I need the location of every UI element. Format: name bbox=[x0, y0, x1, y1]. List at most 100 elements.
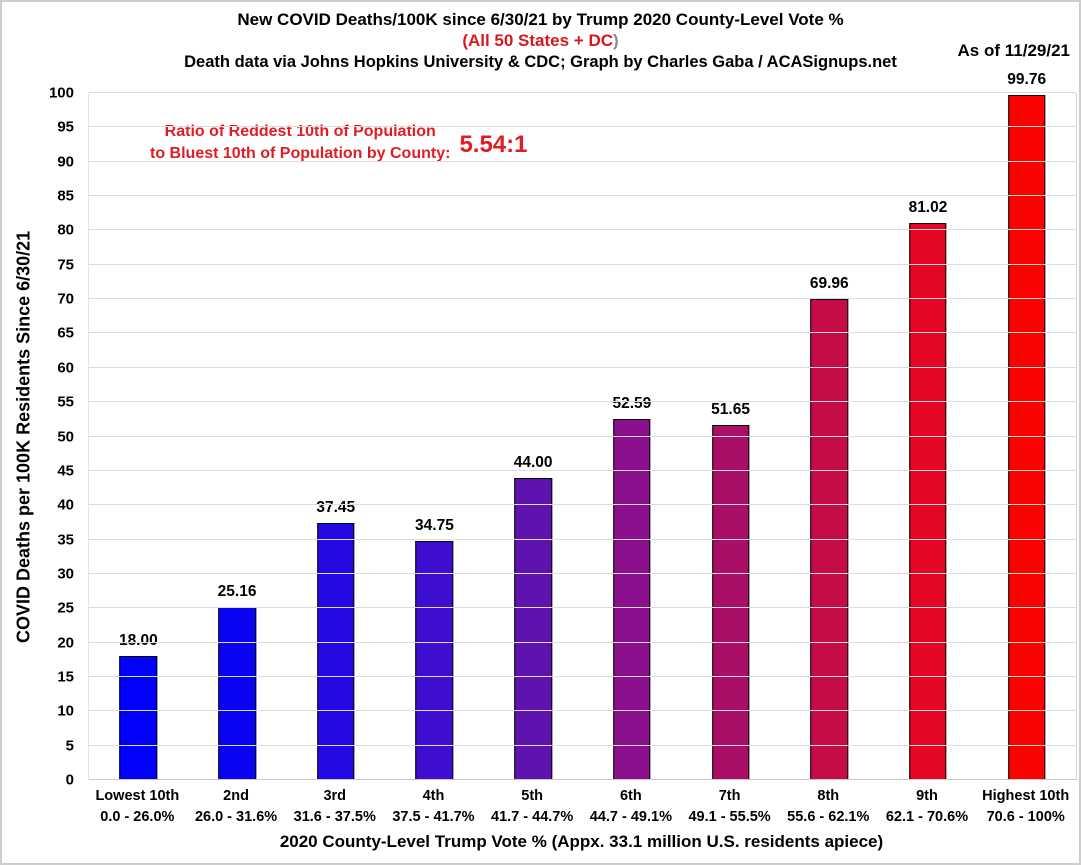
y-tick-label: 25 bbox=[57, 599, 74, 617]
x-tick-decile: 5th bbox=[521, 788, 544, 804]
y-tick-label: 35 bbox=[57, 531, 74, 549]
y-tick-label: 80 bbox=[57, 221, 74, 239]
bar-value-label: 18.00 bbox=[118, 632, 158, 650]
gridline bbox=[89, 504, 1076, 506]
x-tick-decile: 7th bbox=[718, 788, 741, 804]
gridline bbox=[89, 263, 1076, 265]
gridline bbox=[89, 92, 1076, 93]
gridline bbox=[89, 332, 1076, 334]
gridline bbox=[89, 298, 1076, 300]
gridline bbox=[89, 195, 1076, 197]
gridline bbox=[89, 744, 1076, 746]
bar-5 bbox=[514, 477, 552, 780]
x-tick-range: 55.6 - 62.1% bbox=[787, 809, 870, 826]
as-of-date: As of 11/29/21 bbox=[957, 41, 1070, 60]
x-axis-title: 2020 County-Level Trump Vote % (Appx. 33… bbox=[279, 832, 884, 851]
y-tick-label: 45 bbox=[57, 462, 74, 480]
x-tick-decile: Highest 10th bbox=[982, 788, 1070, 804]
x-tick-label: 5th 41.7 - 44.7% bbox=[483, 786, 582, 828]
y-tick-label: 40 bbox=[57, 496, 74, 514]
y-tick-label: 95 bbox=[57, 118, 74, 136]
bar-cell: 34.75 bbox=[385, 93, 484, 780]
bar-value-label: 69.96 bbox=[809, 275, 849, 293]
x-tick-decile: 4th bbox=[422, 788, 445, 804]
y-tick-label: 10 bbox=[57, 702, 74, 720]
x-tick-label: 2nd 26.0 - 31.6% bbox=[187, 786, 286, 828]
y-tick-label: 100 bbox=[48, 84, 74, 102]
bar-cell: 25.16 bbox=[188, 93, 287, 780]
x-tick-decile: 8th bbox=[817, 788, 840, 804]
subtitle-red-text: (All 50 States + DC bbox=[462, 31, 614, 51]
bar-value-label: 25.16 bbox=[217, 583, 257, 601]
y-tick-label: 70 bbox=[57, 290, 74, 308]
bar-3 bbox=[317, 522, 355, 780]
x-tick-range: 26.0 - 31.6% bbox=[194, 809, 278, 826]
x-tick-label: 9th 62.1 - 70.6% bbox=[878, 786, 977, 828]
x-tick-range: 41.7 - 44.7% bbox=[491, 809, 574, 826]
y-tick-label: 50 bbox=[57, 428, 74, 445]
x-tick-label: 6th 44.7 - 49.1% bbox=[582, 786, 681, 828]
bar-cell: 52.59 bbox=[583, 93, 682, 780]
x-tick-decile: 2nd bbox=[223, 788, 249, 804]
bar-value-label: 99.76 bbox=[1007, 70, 1047, 88]
gridline bbox=[89, 641, 1076, 643]
bar-cell: 51.65 bbox=[681, 93, 780, 780]
x-tick-range: 31.6 - 37.5% bbox=[293, 809, 376, 826]
x-tick-decile: 6th bbox=[619, 788, 642, 804]
gridline bbox=[89, 160, 1076, 162]
x-tick-label: Highest 10th 70.6 - 100% bbox=[976, 786, 1075, 828]
bar-cell: 81.02 bbox=[879, 93, 978, 780]
bar-6 bbox=[613, 418, 651, 780]
x-tick-range: 0.0 - 26.0% bbox=[100, 809, 175, 826]
chart-subtitle: (All 50 States + DC) bbox=[2, 30, 1079, 51]
x-tick-decile: Lowest 10th bbox=[95, 788, 180, 804]
bar-7 bbox=[711, 425, 750, 780]
x-tick-decile: 9th bbox=[916, 788, 938, 804]
y-tick-label: 65 bbox=[57, 324, 74, 342]
gridline bbox=[89, 229, 1076, 231]
y-tick-label: 20 bbox=[57, 634, 74, 652]
bar-value-label: 44.00 bbox=[513, 453, 553, 471]
gridline bbox=[89, 469, 1076, 471]
y-tick-label: 5 bbox=[65, 737, 74, 755]
gridline bbox=[89, 126, 1076, 128]
y-tick-label: 30 bbox=[57, 565, 74, 583]
bar-value-label: 34.75 bbox=[415, 517, 454, 535]
gridline bbox=[89, 401, 1076, 403]
bar-series: 18.00 25.16 37.45 34.75 44.00 52.59 51.65 69.96… bbox=[89, 71, 1076, 780]
chart-title: New COVID Deaths/100K since 6/30/21 by T… bbox=[237, 10, 844, 29]
bar-cell: 37.45 bbox=[286, 93, 385, 780]
subtitle-paren: ) bbox=[613, 31, 619, 51]
y-tick-label: 60 bbox=[57, 359, 74, 377]
x-tick-label: 3rd 31.6 - 37.5% bbox=[285, 786, 384, 828]
gridline bbox=[89, 538, 1076, 540]
gridline bbox=[89, 710, 1076, 712]
bar-value-label: 81.02 bbox=[908, 199, 948, 217]
ratio-annotation-line2: to Bluest 10th of Population by County: bbox=[150, 144, 451, 162]
x-tick-label: 7th 49.1 - 55.5% bbox=[680, 786, 779, 828]
gridline bbox=[89, 366, 1076, 368]
bar-9 bbox=[909, 223, 947, 780]
y-tick-label: 75 bbox=[57, 256, 74, 274]
bar-value-label: 51.65 bbox=[711, 401, 750, 419]
x-tick-range: 44.7 - 49.1% bbox=[589, 809, 672, 826]
bar-cell: 44.00 bbox=[484, 93, 583, 780]
bar-2 bbox=[218, 607, 256, 780]
ratio-value: 5.54:1 bbox=[459, 130, 528, 158]
bar-cell: 99.76 bbox=[977, 71, 1076, 780]
y-tick-label: 0 bbox=[65, 771, 74, 789]
bar-4 bbox=[415, 541, 454, 780]
x-tick-label: Lowest 10th 0.0 - 26.0% bbox=[88, 786, 187, 828]
gridline bbox=[89, 435, 1076, 437]
y-tick-label: 15 bbox=[57, 668, 74, 686]
gridline bbox=[89, 572, 1076, 574]
x-tick-range: 49.1 - 55.5% bbox=[688, 809, 771, 826]
bar-10 bbox=[1007, 94, 1046, 780]
x-axis-ticks: Lowest 10th 0.0 - 26.0% 2nd 26.0 - 31.6% 3rd… bbox=[88, 786, 1075, 828]
bar-value-label: 37.45 bbox=[316, 498, 356, 516]
y-tick-label: 55 bbox=[57, 393, 74, 411]
x-tick-range: 62.1 - 70.6% bbox=[885, 809, 969, 826]
x-tick-range: 70.6 - 100% bbox=[986, 809, 1065, 826]
y-tick-label: 90 bbox=[57, 153, 74, 171]
